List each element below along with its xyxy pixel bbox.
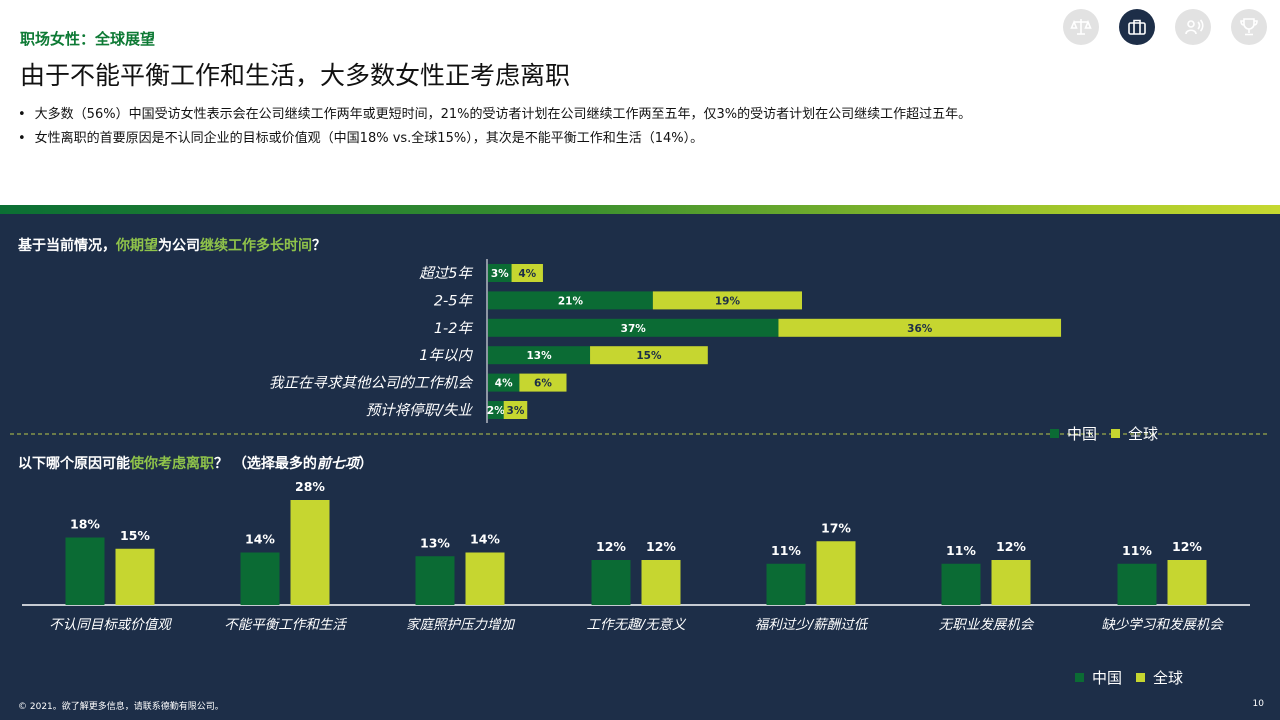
chart1-bar-china [488,264,512,282]
header-area: 职场女性：全球展望 由于不能平衡工作和生活，大多数女性正考虑离职 大多数（56%… [0,0,1280,205]
chart1-category-label: 2-5年 [434,292,474,309]
chart1-value-global: 36% [907,323,933,335]
chart2-bar-china [1117,563,1157,605]
summary-bullets: 大多数（56%）中国受访女性表示会在公司继续工作两年或更短时间，21%的受访者计… [18,103,971,151]
chart2-bar-china [591,560,631,605]
chart2-bar-global [115,548,155,605]
chart2-legend: 中国 全球 [1075,667,1189,688]
chart1-bar-china [488,373,520,392]
chart2-category-label: 福利过少/薪酬过低 [755,617,869,633]
chart2-value-china: 11% [946,543,976,558]
chart1-bar-global [778,318,1062,337]
section-kicker: 职场女性：全球展望 [20,30,156,48]
chart1-bar-china [488,401,504,419]
scales-icon[interactable] [1063,9,1099,45]
page-title: 由于不能平衡工作和生活，大多数女性正考虑离职 [20,61,571,90]
chart1-category-label: 超过5年 [419,265,473,282]
chart1-value-global: 4% [518,268,536,280]
chart1-category-label: 1年以内 [419,347,473,364]
copyright-footer: © 2021。欲了解更多信息，请联系德勤有限公司。 [18,702,224,712]
chart1-value-global: 6% [534,378,552,390]
chart2-category-label: 工作无趣/无意义 [586,617,687,633]
chart2-bar-global [290,500,330,605]
chart2-value-global: 28% [295,479,325,494]
legend-swatch-global [1111,429,1121,438]
legend-swatch-china [1050,429,1059,438]
chart1-value-global: 15% [636,350,662,362]
chart2-bar-china [941,563,981,605]
legend-label-global: 全球 [1128,425,1159,443]
chart1-bar-global [511,264,543,282]
chart2-value-global: 12% [646,539,676,554]
chart2-bar-china [415,556,455,605]
chart2-value-china: 11% [771,543,801,558]
chart1-value-china: 3% [491,268,509,280]
chart2-value-china: 12% [596,539,626,554]
chart2-value-global: 12% [996,539,1026,554]
chart2-value-china: 14% [245,532,275,547]
chart2-bar-global [465,552,505,605]
legend-label-china: 中国 [1067,425,1098,443]
speech-icon[interactable] [1175,9,1211,45]
chart1-category-label: 预计将停职/失业 [366,402,474,419]
chart2-value-china: 13% [420,535,450,550]
briefcase-icon[interactable] [1119,9,1155,45]
chart2-value-global: 14% [470,532,500,547]
chart1-bar-global [652,291,802,310]
chart2-category-label: 家庭照护压力增加 [406,617,515,633]
chart2-category-label: 缺少学习和发展机会 [1101,617,1224,633]
chart2-bar-china [766,563,806,605]
chart2-bar-global [1167,560,1207,605]
chart2-category-label: 不认同目标或价值观 [49,617,172,633]
chart1-bar-china [488,346,591,365]
chart1-bar-global [590,346,708,365]
bullet-item: 女性离职的首要原因是不认同企业的目标或价值观（中国18% vs.全球15%），其… [18,127,971,146]
chart2-value-global: 12% [1172,539,1202,554]
trophy-icon[interactable] [1231,9,1267,45]
chart2-bar-china [240,552,280,605]
chart1-category-label: 1-2年 [434,320,474,337]
chart1-bar-china [488,291,653,310]
bullet-item: 大多数（56%）中国受访女性表示会在公司继续工作两年或更短时间，21%的受访者计… [18,103,971,122]
chart1-bar-global [503,401,528,419]
chart2-bar-global [991,560,1031,605]
page-number: 10 [1252,699,1264,709]
chart2-value-china: 11% [1122,543,1152,558]
chart1-value-china: 2% [487,405,505,417]
chart2-bar-china [65,537,105,605]
chart1-value-china: 37% [621,323,647,335]
legend-label-global: 全球 [1153,669,1184,687]
chart2-bar-global [816,541,856,605]
chart1-bar-china [488,318,779,337]
chart1-value-china: 13% [526,350,552,362]
chart2-value-global: 17% [821,520,851,535]
chart2-category-label: 无职业发展机会 [939,617,1035,633]
chart1-value-global: 19% [715,295,741,307]
chart2-bar-global [641,560,681,605]
legend-swatch-china [1075,673,1084,682]
chart2-value-china: 18% [70,517,100,532]
legend-swatch-global [1136,673,1146,682]
chart2-value-global: 15% [120,528,150,543]
chart1-value-china: 4% [495,378,513,390]
chart1-question: 基于当前情况，你期望为公司继续工作多长时间？ [18,238,326,254]
chart1-legend: 中国 全球 [1050,423,1164,444]
chart1-category-label: 我正在寻求其他公司的工作机会 [269,375,473,392]
chart1-bar-global [519,373,567,392]
chart1-value-china: 21% [558,295,584,307]
chart2-question: 以下哪个原因可能使你考虑离职？ （选择最多的前七项） [18,456,373,472]
section-nav [1063,9,1267,45]
chart2-category-label: 不能平衡工作和生活 [224,617,347,633]
legend-label-china: 中国 [1092,669,1123,687]
divider-stripe [0,205,1280,214]
chart1-value-global: 3% [507,405,525,417]
